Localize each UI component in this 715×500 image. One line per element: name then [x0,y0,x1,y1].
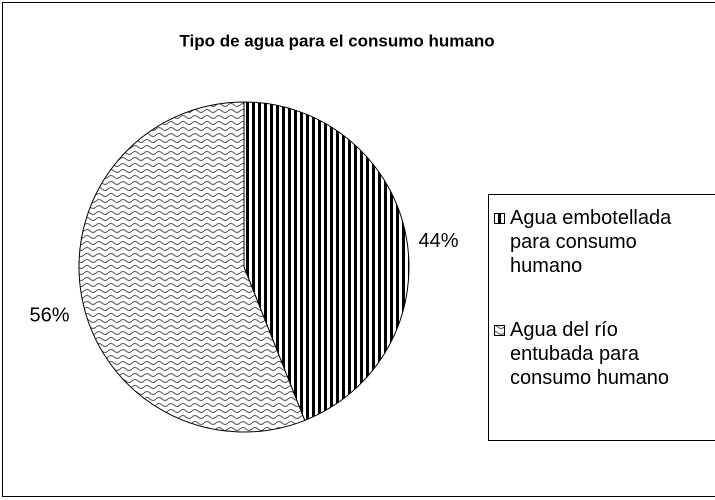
data-label: 56% [29,304,69,326]
pie-slice [243,101,410,422]
chart-title: Tipo de agua para el consumo humano [179,31,494,50]
legend-swatch [494,213,505,224]
data-label: 44% [418,230,458,252]
legend-label: Agua embotellada para consumo humano [510,207,672,277]
pie-slice [78,101,306,433]
legend-box [488,194,715,441]
legend-label: Agua del río entubada para consumo human… [510,319,669,389]
legend-swatch [494,325,505,336]
